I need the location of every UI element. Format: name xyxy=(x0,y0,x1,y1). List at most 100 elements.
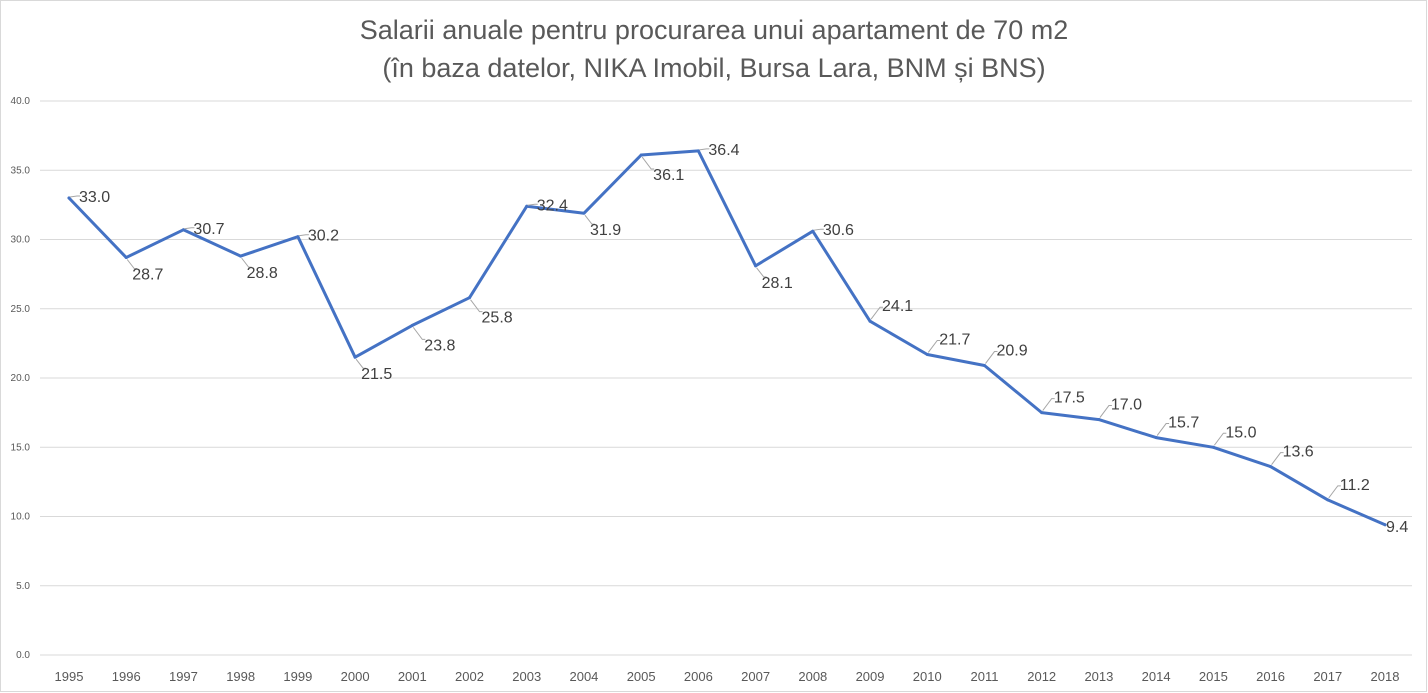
data-label: 28.1 xyxy=(762,275,793,292)
x-tick-label: 2000 xyxy=(341,669,370,684)
x-tick-label: 2011 xyxy=(970,669,998,684)
chart-subtitle: (în baza datelor, NIKA Imobil, Bursa Lar… xyxy=(382,53,1046,83)
data-label-leader xyxy=(241,257,252,268)
x-tick-label: 2004 xyxy=(569,669,598,684)
data-point xyxy=(925,352,929,356)
data-label: 31.9 xyxy=(590,222,621,239)
x-tick-label: 2014 xyxy=(1142,669,1171,684)
x-tick-label: 1997 xyxy=(169,669,198,684)
x-tick-label: 2018 xyxy=(1371,669,1400,684)
data-label-leader xyxy=(927,339,941,353)
data-point xyxy=(811,229,815,233)
x-tick-label: 1998 xyxy=(226,669,255,684)
data-label: 28.7 xyxy=(132,267,163,284)
data-label: 15.7 xyxy=(1168,415,1199,432)
data-label-leader xyxy=(1271,452,1284,465)
data-label: 30.2 xyxy=(308,228,339,245)
data-label-leader xyxy=(69,195,80,198)
y-tick-label: 30.0 xyxy=(11,235,31,246)
data-point xyxy=(696,149,700,153)
x-tick-label: 2017 xyxy=(1313,669,1342,684)
data-label: 30.6 xyxy=(823,222,854,239)
data-point xyxy=(468,296,472,300)
x-tick-label: 2009 xyxy=(856,669,885,684)
x-tick-label: 1995 xyxy=(55,669,84,684)
data-label: 28.8 xyxy=(247,265,278,282)
y-tick-label: 20.0 xyxy=(11,373,31,384)
data-point xyxy=(353,355,357,359)
data-point xyxy=(525,204,529,208)
data-label-leader xyxy=(1213,432,1227,446)
x-tick-label: 2005 xyxy=(627,669,656,684)
data-label: 24.1 xyxy=(882,298,913,315)
data-label-leader xyxy=(1099,405,1112,418)
x-tick-label: 1996 xyxy=(112,669,141,684)
data-point xyxy=(1269,465,1273,469)
x-tick-label: 2007 xyxy=(741,669,770,684)
data-point xyxy=(239,254,243,258)
x-tick-label: 2013 xyxy=(1084,669,1113,684)
y-tick-label: 5.0 xyxy=(16,581,30,592)
data-label-leader xyxy=(985,351,998,364)
y-tick-label: 40.0 xyxy=(11,96,31,107)
x-tick-label: 2008 xyxy=(798,669,827,684)
data-label: 25.8 xyxy=(482,310,513,327)
data-label: 21.7 xyxy=(939,331,970,348)
data-label: 13.6 xyxy=(1283,444,1314,461)
data-label-leader xyxy=(699,148,710,151)
x-tick-label: 2012 xyxy=(1027,669,1056,684)
data-label: 17.0 xyxy=(1111,397,1142,414)
y-tick-label: 25.0 xyxy=(11,304,31,315)
data-point xyxy=(1383,523,1387,527)
y-tick-label: 15.0 xyxy=(11,442,31,453)
x-tick-label: 2003 xyxy=(512,669,541,684)
data-label: 9.4 xyxy=(1386,519,1408,536)
data-label: 23.8 xyxy=(424,337,455,354)
data-label-leader xyxy=(298,234,309,237)
series-line xyxy=(67,149,1387,527)
data-label: 21.5 xyxy=(361,366,392,383)
data-label: 17.5 xyxy=(1054,390,1085,407)
x-tick-label: 2002 xyxy=(455,669,484,684)
data-label-leader xyxy=(584,214,595,225)
data-label: 32.4 xyxy=(537,197,568,214)
data-label-leader xyxy=(756,267,767,278)
data-point xyxy=(1326,498,1330,502)
data-label: 11.2 xyxy=(1340,477,1370,494)
data-label: 15.0 xyxy=(1225,424,1256,441)
data-point xyxy=(982,364,986,368)
data-label-leader xyxy=(1042,398,1055,411)
y-tick-label: 35.0 xyxy=(11,165,31,176)
data-label: 33.0 xyxy=(79,189,110,206)
x-tick-label: 2001 xyxy=(398,669,427,684)
data-point xyxy=(868,319,872,323)
data-label: 30.7 xyxy=(193,221,224,238)
y-tick-label: 10.0 xyxy=(11,512,31,523)
data-label-leader xyxy=(412,327,426,340)
data-point xyxy=(582,211,586,215)
x-tick-label: 2015 xyxy=(1199,669,1228,684)
data-point xyxy=(67,196,71,200)
data-label-leader xyxy=(355,358,367,369)
y-tick-label: 0.0 xyxy=(16,650,30,661)
data-label-leader xyxy=(470,299,483,313)
data-point xyxy=(296,235,300,239)
data-point xyxy=(1154,436,1158,440)
data-point xyxy=(1097,418,1101,422)
data-label-leader xyxy=(1328,485,1341,499)
data-label: 20.9 xyxy=(996,343,1027,360)
data-label: 36.1 xyxy=(653,167,684,184)
data-point xyxy=(639,153,643,157)
x-tick-label: 1999 xyxy=(283,669,312,684)
data-point xyxy=(124,256,128,260)
data-point xyxy=(410,323,414,327)
data-label-leader xyxy=(641,156,655,170)
data-label-leader xyxy=(1156,423,1170,436)
data-point xyxy=(181,228,185,232)
data-label: 36.4 xyxy=(708,142,739,159)
x-tick-label: 2010 xyxy=(913,669,942,684)
data-label-leader xyxy=(527,203,538,206)
data-point xyxy=(754,264,758,268)
